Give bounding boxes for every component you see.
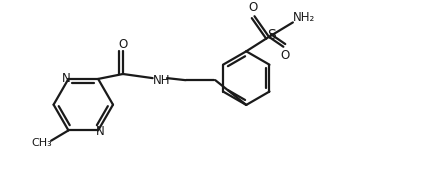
Text: NH₂: NH₂ — [293, 11, 315, 24]
Text: O: O — [280, 49, 290, 62]
Text: N: N — [96, 125, 105, 138]
Text: O: O — [249, 1, 258, 14]
Text: N: N — [62, 72, 70, 85]
Text: CH₃: CH₃ — [31, 138, 52, 148]
Text: O: O — [118, 38, 128, 51]
Text: NH: NH — [153, 74, 171, 87]
Text: S: S — [267, 28, 276, 42]
